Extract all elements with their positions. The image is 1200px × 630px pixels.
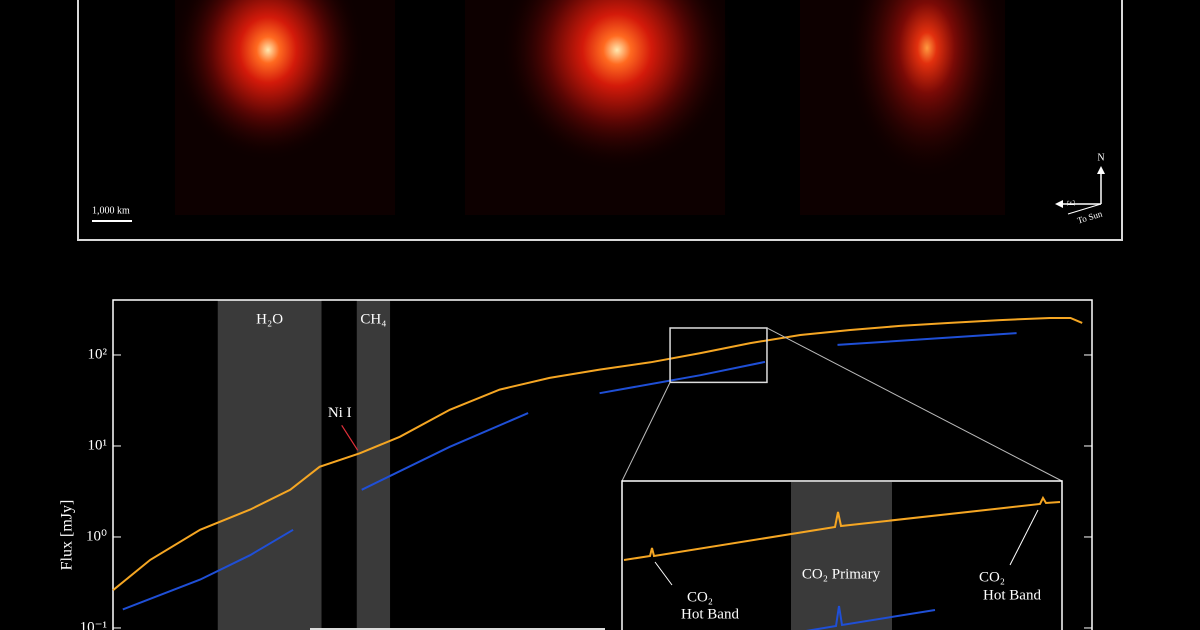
spectrum-chart: H₂O CH₄ 10² 10¹ 10⁰ 10⁻¹ Flux [mJy] Ni I CO₂ Pri… — [59, 299, 1093, 630]
band — [356, 300, 391, 630]
compass-arrow — [1097, 166, 1105, 174]
annotation-label: Ni I — [328, 405, 352, 421]
plot-frame — [112, 299, 1093, 630]
inset-label: Hot Band — [681, 606, 739, 622]
y-axis-label: Flux [mJy] — [59, 500, 76, 571]
scale-label: 1,000 km — [92, 205, 130, 216]
y-tick-label: 10¹ — [88, 437, 108, 453]
coma — [173, 0, 363, 160]
sun-arrow — [1067, 203, 1102, 215]
zoom-connector — [621, 382, 671, 482]
inset-arrow — [1009, 509, 1039, 566]
band — [217, 300, 322, 630]
y-tick-label: 10⁰ — [86, 528, 107, 544]
spectrum-line — [122, 332, 1017, 611]
inset-band-label: CO₂ Primary — [802, 566, 881, 582]
annotation-arrow — [341, 425, 359, 451]
spectrum-line — [112, 317, 1083, 591]
inset-line — [805, 605, 936, 630]
image-panel: 1,000 km N E To Sun — [77, 0, 1123, 241]
compass-north: N — [1097, 152, 1104, 163]
compass-arrow — [1055, 200, 1063, 208]
coma — [502, 0, 732, 170]
zoom-connector — [766, 327, 1063, 482]
inset-band — [791, 482, 892, 630]
inset-arrow — [654, 561, 673, 586]
inset-label: Hot Band — [983, 587, 1041, 603]
inset-label: CO₂ — [687, 589, 713, 605]
coma — [847, 0, 1007, 178]
zoom-box — [669, 327, 768, 384]
compass-east: E — [1066, 200, 1077, 206]
y-tick-label: 10² — [88, 346, 108, 362]
inset-line — [623, 495, 1061, 561]
inset-label: CO₂ — [979, 569, 1005, 585]
band-label: CH₄ — [360, 311, 386, 327]
band-label: H₂O — [256, 311, 283, 327]
panel-frame — [77, 0, 1123, 241]
y-tick-label: 10⁻¹ — [80, 619, 107, 630]
sun-label: To Sun — [1076, 208, 1104, 225]
